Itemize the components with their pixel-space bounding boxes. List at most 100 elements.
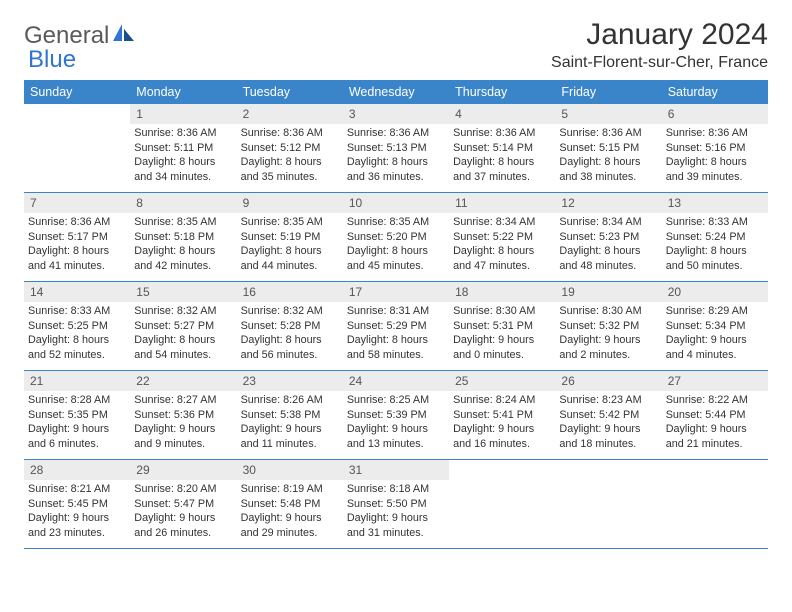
daylight-line: Daylight: 8 hours and 56 minutes. (241, 333, 339, 362)
sunset-line: Sunset: 5:38 PM (241, 408, 339, 423)
day-number: 29 (130, 460, 236, 480)
sunset-line: Sunset: 5:16 PM (666, 141, 764, 156)
sunrise-line: Sunrise: 8:20 AM (134, 482, 232, 497)
location: Saint-Florent-sur-Cher, France (551, 54, 768, 72)
day-number: 20 (662, 282, 768, 302)
sunrise-line: Sunrise: 8:18 AM (347, 482, 445, 497)
sunset-line: Sunset: 5:13 PM (347, 141, 445, 156)
day-cell: 14Sunrise: 8:33 AMSunset: 5:25 PMDayligh… (24, 282, 130, 370)
sunrise-line: Sunrise: 8:33 AM (28, 304, 126, 319)
day-number: 14 (24, 282, 130, 302)
sunset-line: Sunset: 5:48 PM (241, 497, 339, 512)
day-body: Sunrise: 8:36 AMSunset: 5:15 PMDaylight:… (555, 124, 661, 190)
dow-cell: Wednesday (343, 80, 449, 104)
day-number: 13 (662, 193, 768, 213)
day-number: 26 (555, 371, 661, 391)
day-body: Sunrise: 8:32 AMSunset: 5:28 PMDaylight:… (237, 302, 343, 368)
day-body: Sunrise: 8:29 AMSunset: 5:34 PMDaylight:… (662, 302, 768, 368)
day-body: Sunrise: 8:31 AMSunset: 5:29 PMDaylight:… (343, 302, 449, 368)
day-cell: 20Sunrise: 8:29 AMSunset: 5:34 PMDayligh… (662, 282, 768, 370)
day-cell: 26Sunrise: 8:23 AMSunset: 5:42 PMDayligh… (555, 371, 661, 459)
day-number: 19 (555, 282, 661, 302)
day-cell: 13Sunrise: 8:33 AMSunset: 5:24 PMDayligh… (662, 193, 768, 281)
sunrise-line: Sunrise: 8:31 AM (347, 304, 445, 319)
sunset-line: Sunset: 5:23 PM (559, 230, 657, 245)
day-cell: 3Sunrise: 8:36 AMSunset: 5:13 PMDaylight… (343, 104, 449, 192)
sunrise-line: Sunrise: 8:30 AM (559, 304, 657, 319)
daylight-line: Daylight: 8 hours and 36 minutes. (347, 155, 445, 184)
day-number: 15 (130, 282, 236, 302)
daylight-line: Daylight: 8 hours and 42 minutes. (134, 244, 232, 273)
daylight-line: Daylight: 9 hours and 23 minutes. (28, 511, 126, 540)
month-title: January 2024 (551, 18, 768, 52)
sunset-line: Sunset: 5:25 PM (28, 319, 126, 334)
daylight-line: Daylight: 9 hours and 29 minutes. (241, 511, 339, 540)
day-cell-empty (555, 460, 661, 548)
title-block: January 2024 Saint-Florent-sur-Cher, Fra… (551, 18, 768, 72)
day-body: Sunrise: 8:32 AMSunset: 5:27 PMDaylight:… (130, 302, 236, 368)
sunset-line: Sunset: 5:32 PM (559, 319, 657, 334)
day-cell: 8Sunrise: 8:35 AMSunset: 5:18 PMDaylight… (130, 193, 236, 281)
day-number: 24 (343, 371, 449, 391)
day-body: Sunrise: 8:23 AMSunset: 5:42 PMDaylight:… (555, 391, 661, 457)
day-cell: 30Sunrise: 8:19 AMSunset: 5:48 PMDayligh… (237, 460, 343, 548)
dow-cell: Sunday (24, 80, 130, 104)
sunrise-line: Sunrise: 8:34 AM (559, 215, 657, 230)
sunset-line: Sunset: 5:34 PM (666, 319, 764, 334)
sunrise-line: Sunrise: 8:36 AM (28, 215, 126, 230)
day-number: 7 (24, 193, 130, 213)
day-cell: 16Sunrise: 8:32 AMSunset: 5:28 PMDayligh… (237, 282, 343, 370)
day-number: 11 (449, 193, 555, 213)
dow-cell: Monday (130, 80, 236, 104)
day-cell: 6Sunrise: 8:36 AMSunset: 5:16 PMDaylight… (662, 104, 768, 192)
sunrise-line: Sunrise: 8:36 AM (241, 126, 339, 141)
sunset-line: Sunset: 5:31 PM (453, 319, 551, 334)
day-cell: 25Sunrise: 8:24 AMSunset: 5:41 PMDayligh… (449, 371, 555, 459)
sunset-line: Sunset: 5:15 PM (559, 141, 657, 156)
sunset-line: Sunset: 5:39 PM (347, 408, 445, 423)
day-cell: 7Sunrise: 8:36 AMSunset: 5:17 PMDaylight… (24, 193, 130, 281)
sunrise-line: Sunrise: 8:26 AM (241, 393, 339, 408)
daylight-line: Daylight: 8 hours and 52 minutes. (28, 333, 126, 362)
sunset-line: Sunset: 5:45 PM (28, 497, 126, 512)
day-cell: 18Sunrise: 8:30 AMSunset: 5:31 PMDayligh… (449, 282, 555, 370)
day-body: Sunrise: 8:20 AMSunset: 5:47 PMDaylight:… (130, 480, 236, 546)
sunset-line: Sunset: 5:44 PM (666, 408, 764, 423)
sunset-line: Sunset: 5:28 PM (241, 319, 339, 334)
day-body: Sunrise: 8:36 AMSunset: 5:17 PMDaylight:… (24, 213, 130, 279)
day-body: Sunrise: 8:25 AMSunset: 5:39 PMDaylight:… (343, 391, 449, 457)
daylight-line: Daylight: 8 hours and 44 minutes. (241, 244, 339, 273)
day-number: 2 (237, 104, 343, 124)
day-body: Sunrise: 8:33 AMSunset: 5:24 PMDaylight:… (662, 213, 768, 279)
calendar: SundayMondayTuesdayWednesdayThursdayFrid… (24, 80, 768, 549)
day-number: 21 (24, 371, 130, 391)
daylight-line: Daylight: 9 hours and 13 minutes. (347, 422, 445, 451)
day-cell: 2Sunrise: 8:36 AMSunset: 5:12 PMDaylight… (237, 104, 343, 192)
day-number: 22 (130, 371, 236, 391)
day-cell: 28Sunrise: 8:21 AMSunset: 5:45 PMDayligh… (24, 460, 130, 548)
sunset-line: Sunset: 5:50 PM (347, 497, 445, 512)
day-cell: 4Sunrise: 8:36 AMSunset: 5:14 PMDaylight… (449, 104, 555, 192)
day-cell: 19 Sunrise: 8:30 AMSunset: 5:32 PMDayligh… (555, 282, 661, 370)
day-cell: 11Sunrise: 8:34 AMSunset: 5:22 PMDayligh… (449, 193, 555, 281)
day-body: Sunrise: 8:33 AMSunset: 5:25 PMDaylight:… (24, 302, 130, 368)
sunrise-line: Sunrise: 8:32 AM (134, 304, 232, 319)
day-body: Sunrise: 8:36 AMSunset: 5:13 PMDaylight:… (343, 124, 449, 190)
daylight-line: Daylight: 8 hours and 58 minutes. (347, 333, 445, 362)
day-number: 8 (130, 193, 236, 213)
sunset-line: Sunset: 5:11 PM (134, 141, 232, 156)
sunrise-line: Sunrise: 8:36 AM (134, 126, 232, 141)
day-number: 27 (662, 371, 768, 391)
sunset-line: Sunset: 5:12 PM (241, 141, 339, 156)
day-number: 25 (449, 371, 555, 391)
dow-cell: Tuesday (237, 80, 343, 104)
day-body: Sunrise: 8:35 AMSunset: 5:20 PMDaylight:… (343, 213, 449, 279)
day-cell: 1Sunrise: 8:36 AMSunset: 5:11 PMDaylight… (130, 104, 236, 192)
daylight-line: Daylight: 9 hours and 2 minutes. (559, 333, 657, 362)
day-cell: 23Sunrise: 8:26 AMSunset: 5:38 PMDayligh… (237, 371, 343, 459)
day-cell: 22Sunrise: 8:27 AMSunset: 5:36 PMDayligh… (130, 371, 236, 459)
daylight-line: Daylight: 9 hours and 4 minutes. (666, 333, 764, 362)
sunrise-line: Sunrise: 8:30 AM (453, 304, 551, 319)
daylight-line: Daylight: 8 hours and 38 minutes. (559, 155, 657, 184)
sunrise-line: Sunrise: 8:35 AM (241, 215, 339, 230)
